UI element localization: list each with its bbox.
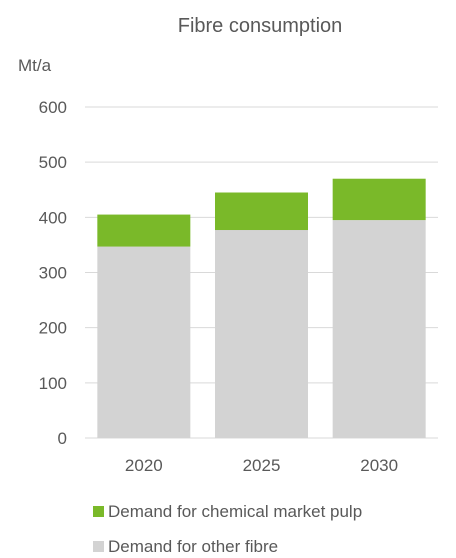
bar-2025-series-0 bbox=[215, 230, 308, 438]
bar-2025-series-1 bbox=[215, 192, 308, 231]
y-axis-unit-label: Mt/a bbox=[18, 56, 52, 75]
x-axis-tick-labels: 2020 2025 2030 bbox=[125, 456, 398, 475]
bar-2030-series-0 bbox=[332, 220, 426, 438]
y-tick-label-200: 200 bbox=[39, 319, 67, 338]
bar-2030-series-1 bbox=[332, 178, 426, 221]
y-tick-label-500: 500 bbox=[39, 153, 67, 172]
bar-2020-series-1 bbox=[97, 214, 191, 247]
legend-swatch-series-1 bbox=[93, 506, 104, 517]
bars bbox=[97, 178, 426, 438]
legend-swatch-series-0 bbox=[93, 541, 104, 552]
y-tick-label-400: 400 bbox=[39, 208, 67, 227]
x-tick-label-2030: 2030 bbox=[360, 456, 398, 475]
y-tick-label-100: 100 bbox=[39, 374, 67, 393]
legend-label-series-0: Demand for other fibre bbox=[108, 537, 278, 556]
y-tick-label-300: 300 bbox=[39, 264, 67, 283]
y-tick-label-0: 0 bbox=[58, 429, 67, 448]
chart-title: Fibre consumption bbox=[178, 15, 343, 37]
y-tick-label-600: 600 bbox=[39, 98, 67, 117]
x-tick-label-2025: 2025 bbox=[243, 456, 281, 475]
legend-label-series-1: Demand for chemical market pulp bbox=[108, 502, 362, 521]
legend: Demand for chemical market pulp Demand fo… bbox=[93, 502, 362, 556]
x-tick-label-2020: 2020 bbox=[125, 456, 163, 475]
bar-2020-series-0 bbox=[97, 246, 191, 438]
y-axis-tick-labels: 0 100 200 300 400 500 600 bbox=[39, 98, 67, 448]
